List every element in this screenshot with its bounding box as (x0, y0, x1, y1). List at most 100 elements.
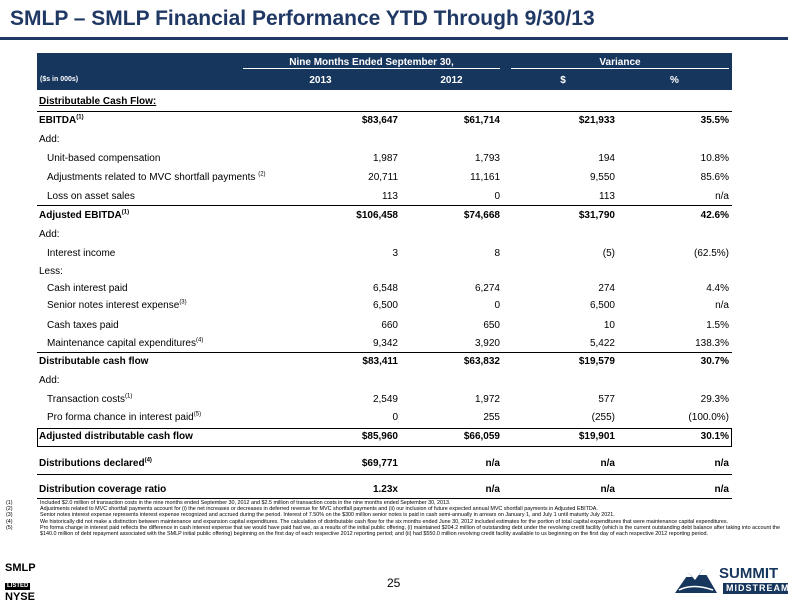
cell-variance-pct: n/a (714, 458, 729, 469)
cell-variance-dollar: $31,790 (578, 210, 615, 221)
cell-variance-pct: 10.8% (700, 153, 729, 164)
cell-variance-dollar: (5) (602, 248, 615, 259)
footnote: (1) Included $2.0 million of transaction … (6, 500, 451, 506)
cell-2013: $83,647 (361, 115, 398, 126)
table-row: Cash interest paid 6,548 6,274 274 4.4% (37, 279, 732, 298)
cell-variance-pct: (62.5%) (693, 248, 729, 259)
row-label: Transaction costs(1) (47, 393, 133, 405)
table-row-distribution-coverage-ratio: Distribution coverage ratio 1.23x n/a n/… (37, 480, 732, 499)
cell-2012: 3,920 (474, 338, 500, 349)
cell-2013: 1.23x (372, 484, 398, 495)
page-title: SMLP – SMLP Financial Performance YTD Th… (10, 7, 595, 30)
table-row-distributable-cash-flow: Distributable cash flow $83,411 $63,832 … (37, 352, 732, 371)
row-divider (37, 205, 732, 206)
footnote: (4) We historically did not make a distin… (6, 518, 729, 525)
cell-2012: 11,161 (470, 172, 500, 183)
cell-2012: n/a (485, 458, 500, 469)
cell-variance-dollar: 577 (598, 394, 615, 405)
row-label: Loss on asset sales (47, 191, 135, 202)
nyse-listed-logo: SMLP LISTED NYSE (5, 562, 36, 603)
highlight-box (37, 428, 732, 447)
table-row: Interest income 3 8 (5) (62.5%) (37, 244, 732, 263)
mountain-icon (675, 569, 717, 593)
table-row-add: Add: (37, 371, 732, 390)
cell-2013: 2,549 (372, 394, 398, 405)
units-label: ($s in 000s) (40, 76, 79, 83)
table-row: Unit-based compensation 1,987 1,793 194 … (37, 149, 732, 168)
table-row: Cash taxes paid 660 650 10 1.5% (37, 316, 732, 335)
row-label: Unit-based compensation (47, 153, 161, 164)
cell-variance-pct: 29.3% (700, 394, 729, 405)
cell-variance-dollar: $19,579 (578, 356, 615, 367)
cell-2012: 650 (483, 320, 500, 331)
cell-variance-pct: n/a (714, 484, 729, 495)
row-label: Cash interest paid (47, 283, 128, 294)
row-label: Adjustments related to MVC shortfall pay… (47, 171, 266, 183)
table-row-less: Less: (37, 262, 732, 281)
cell-2013: $69,771 (361, 458, 398, 469)
cell-2012: $74,668 (463, 210, 500, 221)
row-label: Add: (39, 375, 60, 386)
cell-2012: $61,714 (463, 115, 500, 126)
table-row: Loss on asset sales 113 0 113 n/a (37, 187, 732, 206)
row-divider (37, 111, 732, 112)
cell-variance-dollar: n/a (600, 484, 615, 495)
row-label: Senior notes interest expense(3) (47, 299, 187, 311)
row-label: Less: (39, 266, 63, 277)
row-label: Distributions declared(4) (39, 457, 152, 469)
cell-2013: $83,411 (362, 356, 398, 367)
cell-variance-pct: (100.0%) (688, 412, 729, 423)
cell-2012: $66,059 (463, 431, 500, 442)
cell-variance-dollar: 5,422 (589, 338, 615, 349)
table-row: Adjustments related to MVC shortfall pay… (37, 168, 732, 187)
cell-2012: 255 (483, 412, 500, 423)
cell-variance-dollar: (255) (591, 412, 615, 423)
row-label: Maintenance capital expenditures(4) (47, 337, 204, 349)
cell-2013: $85,960 (361, 431, 398, 442)
cell-variance-dollar: 113 (599, 191, 615, 202)
table-row-adjusted-ebitda: Adjusted EBITDA(1) $106,458 $74,668 $31,… (37, 206, 732, 225)
cell-2012: 8 (494, 248, 500, 259)
cell-variance-pct: n/a (715, 300, 729, 311)
cell-2012: 1,793 (474, 153, 500, 164)
footnote: (5) Pro forma change in interest paid ref… (6, 524, 780, 538)
row-divider (37, 474, 732, 475)
summit-midstream-logo: SUMMIT MIDSTREAM (673, 563, 788, 597)
row-label: Distribution coverage ratio (39, 484, 167, 495)
table-row: Maintenance capital expenditures(4) 9,34… (37, 334, 732, 353)
cell-variance-pct: 85.6% (700, 172, 729, 183)
cell-2013: 20,711 (368, 172, 398, 183)
row-label: Distributable cash flow (39, 356, 149, 367)
row-label: Adjusted EBITDA(1) (39, 209, 130, 221)
cell-variance-pct: 4.4% (706, 283, 729, 294)
cell-2013: 9,342 (372, 338, 398, 349)
row-label: Add: (39, 134, 60, 145)
cell-2012: 0 (494, 191, 500, 202)
cell-variance-dollar: 274 (598, 283, 615, 294)
cell-variance-dollar: 9,550 (589, 172, 615, 183)
cell-2012: $63,832 (463, 356, 500, 367)
cell-variance-pct: 35.5% (700, 115, 729, 126)
table-row: Transaction costs(1) 2,549 1,972 577 29.… (37, 390, 732, 409)
col-dollar-header: $ (560, 75, 566, 86)
table-row-distributions-declared: Distributions declared(4) $69,771 n/a n/… (37, 454, 732, 473)
cell-2013: 3 (392, 248, 398, 259)
period-header: Nine Months Ended September 30, (243, 57, 500, 69)
table-row: Pro forma chance in interest paid(5) 0 2… (37, 408, 732, 427)
cell-variance-dollar: $21,933 (578, 115, 615, 126)
cell-2013: 6,548 (372, 283, 398, 294)
row-divider (37, 352, 732, 353)
footnote: (3) Senior notes interest expense represe… (6, 512, 615, 519)
cell-2012: 6,274 (474, 283, 500, 294)
row-label: Pro forma chance in interest paid(5) (47, 411, 202, 423)
cell-variance-dollar: 194 (598, 153, 615, 164)
cell-variance-dollar: 6,500 (589, 300, 615, 311)
cell-2012: n/a (485, 484, 500, 495)
cell-variance-pct: 30.7% (700, 356, 729, 367)
cell-variance-pct: 42.6% (700, 210, 729, 221)
variance-header: Variance (511, 57, 729, 69)
cell-variance-pct: n/a (715, 191, 729, 202)
col-2013-header: 2013 (309, 75, 332, 86)
table-row-add: Add: (37, 225, 732, 244)
cell-2012: 0 (494, 300, 500, 311)
